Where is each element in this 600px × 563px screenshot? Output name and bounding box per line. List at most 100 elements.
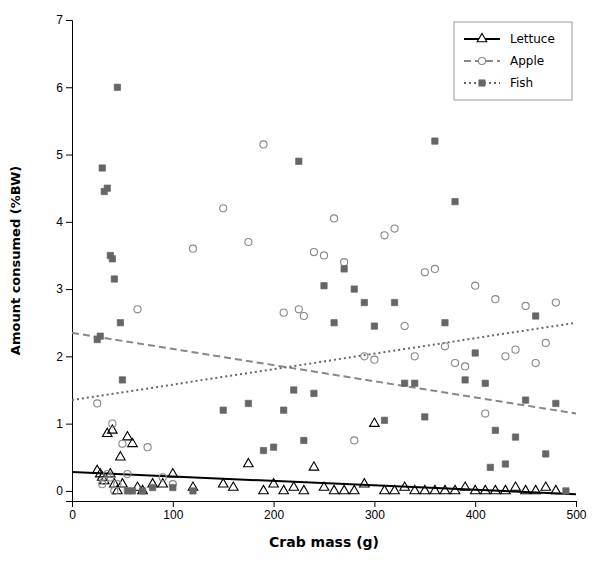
point [472, 282, 479, 289]
series-points [92, 418, 560, 494]
point [245, 400, 251, 406]
point [280, 309, 287, 316]
y-axis-title: Amount consumed (%BW) [8, 166, 23, 355]
legend-item: Apple [464, 54, 544, 68]
point [543, 451, 549, 457]
point [149, 484, 155, 490]
y-tick: 6 [56, 81, 72, 95]
x-tick: 400 [466, 501, 486, 522]
legend-item: Fish [464, 76, 533, 90]
x-tick-mark [475, 501, 476, 507]
x-tick-label: 0 [69, 508, 76, 522]
point [542, 339, 549, 346]
point [299, 485, 309, 493]
point [296, 158, 302, 164]
x-tick-label: 100 [163, 508, 183, 522]
y-tick-label: 0 [56, 484, 63, 498]
point [220, 205, 227, 212]
data-marks [72, 84, 576, 494]
y-tick-mark [66, 491, 72, 492]
point [351, 286, 357, 292]
y-tick: 3 [56, 282, 72, 296]
point [541, 482, 551, 490]
x-tick-label: 300 [365, 508, 385, 522]
point [553, 400, 559, 406]
y-tick: 2 [56, 350, 72, 364]
point [189, 245, 196, 252]
point [430, 485, 440, 493]
point [228, 482, 238, 490]
point [109, 420, 116, 427]
x-tick-label: 400 [466, 508, 486, 522]
point [99, 165, 105, 171]
y-tick: 7 [56, 13, 72, 27]
point [119, 440, 126, 447]
point [309, 462, 319, 470]
point [260, 141, 267, 148]
y-axis-line [66, 21, 73, 502]
y-tick-mark [66, 424, 72, 425]
point [442, 320, 448, 326]
trend-line [72, 323, 576, 400]
point [190, 488, 196, 494]
point [462, 377, 468, 383]
y-tick: 0 [56, 484, 72, 498]
point [291, 387, 297, 393]
point [452, 198, 458, 204]
x-tick-label: 200 [264, 508, 284, 522]
point [218, 479, 228, 487]
x-axis-title: Crab mass (g) [269, 534, 379, 550]
y-tick-mark [66, 20, 72, 21]
point [441, 343, 448, 350]
y-tick-mark [66, 155, 72, 156]
point [563, 488, 569, 494]
point [420, 485, 430, 493]
point [487, 464, 493, 470]
x-tick: 100 [163, 501, 183, 522]
point [321, 283, 327, 289]
y-tick-mark [66, 356, 72, 357]
point [502, 353, 509, 360]
point [371, 323, 377, 329]
trend-line [72, 472, 576, 494]
point [94, 400, 101, 407]
y-tick-label: 4 [56, 215, 63, 229]
legend-label: Apple [510, 54, 544, 68]
point [259, 485, 269, 493]
point [118, 479, 128, 487]
point [532, 360, 539, 367]
x-tick-label: 500 [566, 508, 586, 522]
point [319, 482, 329, 490]
point [533, 313, 539, 319]
point [401, 323, 408, 330]
point [104, 185, 110, 191]
point [371, 356, 378, 363]
point [451, 360, 458, 367]
legend-label: Fish [510, 76, 533, 90]
point [119, 377, 125, 383]
x-tick-mark [173, 501, 174, 507]
point [501, 485, 511, 493]
point [472, 350, 478, 356]
point [124, 471, 131, 478]
y-axis: 01234567 [56, 13, 72, 501]
point [462, 363, 469, 370]
point [295, 306, 302, 313]
x-axis-line [73, 502, 577, 508]
point [111, 276, 117, 282]
chart: 010020030040050001234567LettuceAppleFish… [0, 0, 600, 563]
point [270, 444, 276, 450]
legend-item: Lettuce [464, 32, 555, 46]
point [381, 232, 388, 239]
point [109, 256, 115, 262]
point [341, 259, 348, 266]
point [552, 299, 559, 306]
point [422, 414, 428, 420]
y-tick-label: 1 [56, 417, 63, 431]
point [380, 485, 390, 493]
point [170, 484, 176, 490]
point [511, 482, 521, 490]
point [460, 482, 470, 490]
legend-marker [479, 80, 485, 86]
legend-frame [454, 22, 572, 100]
